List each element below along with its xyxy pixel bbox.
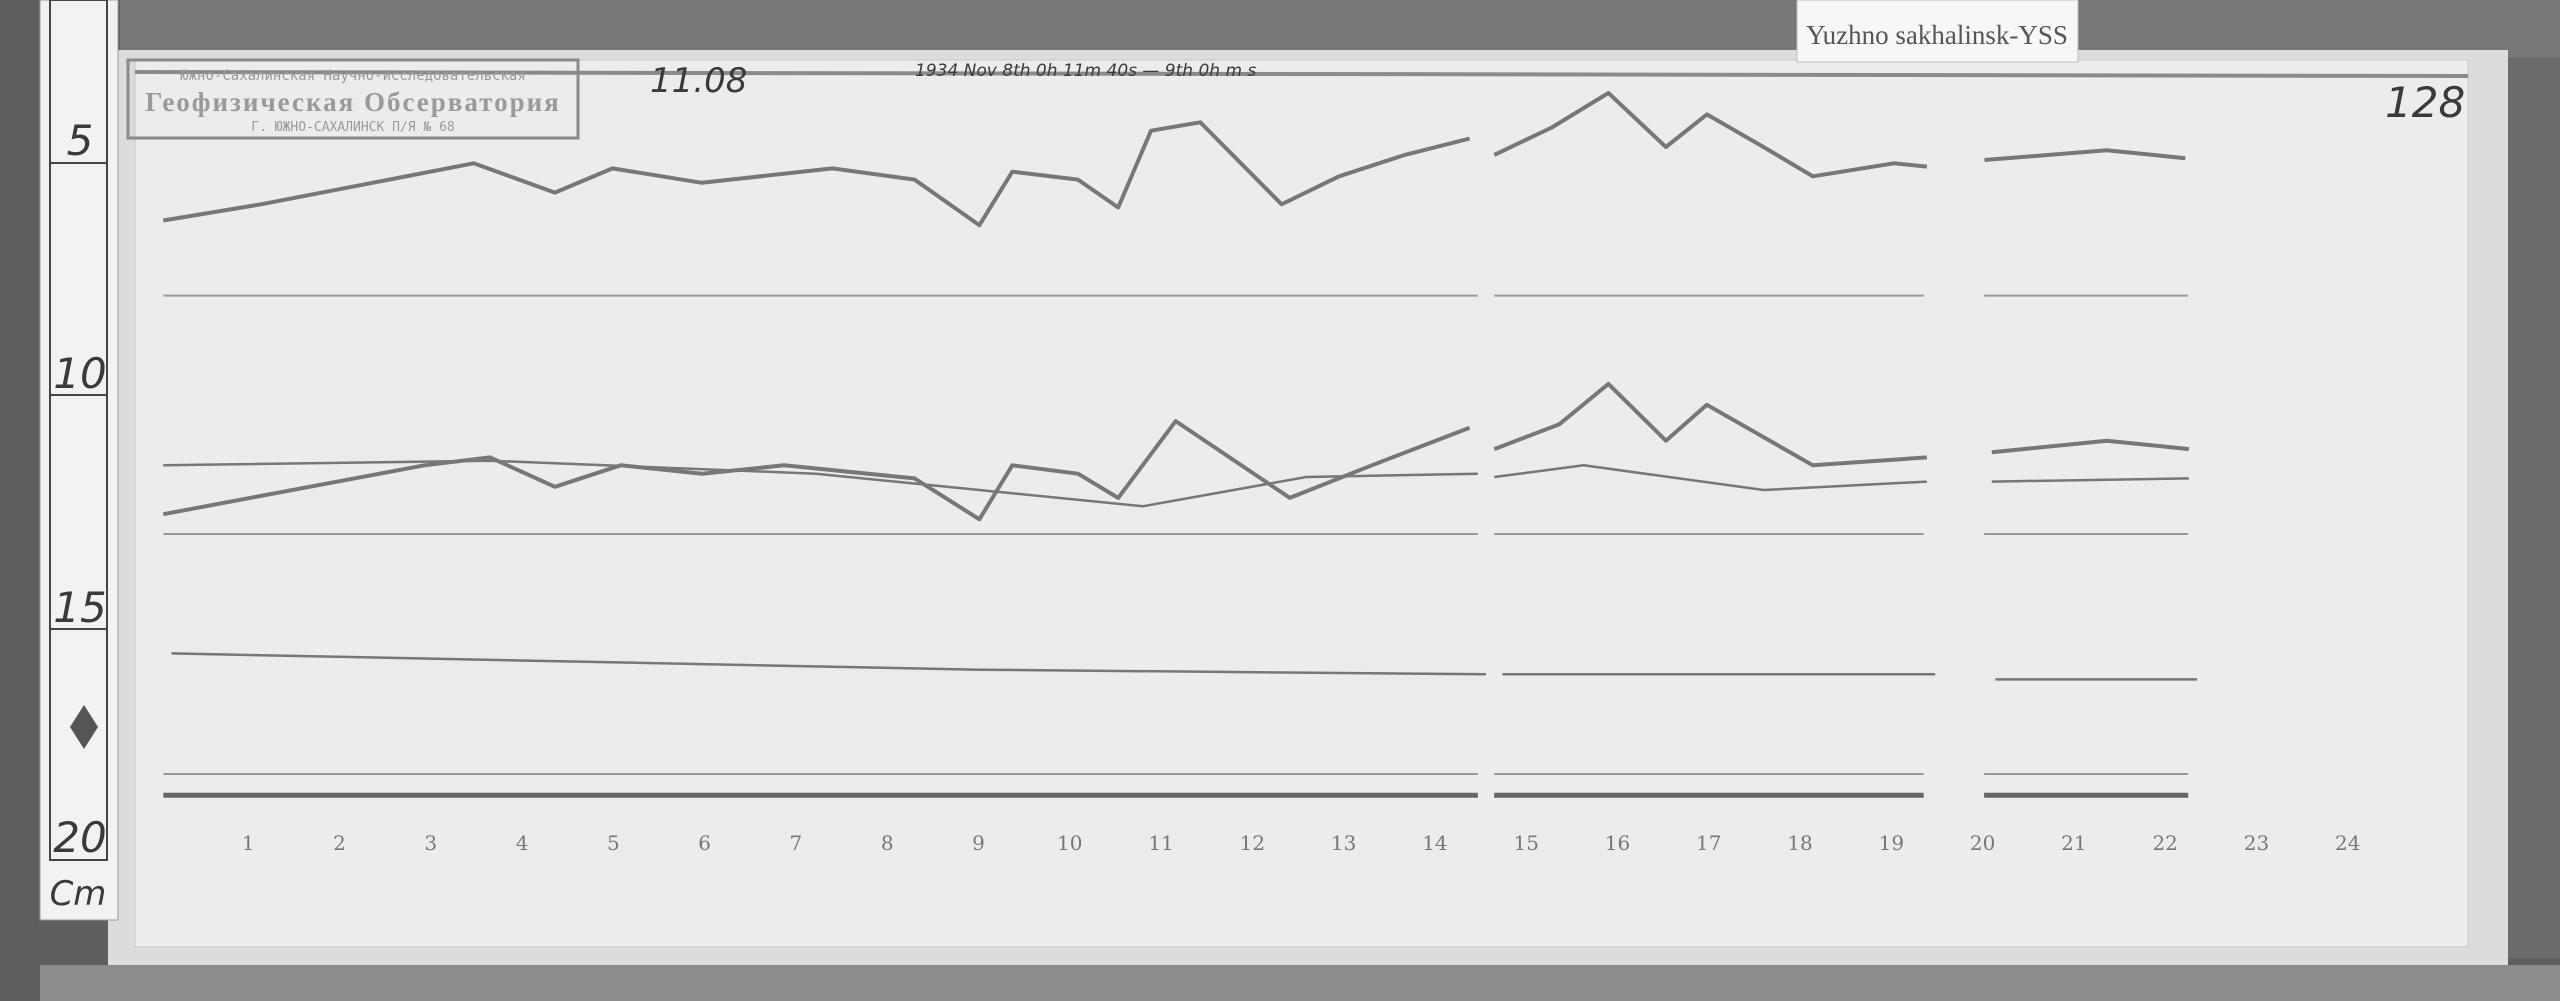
traces bbox=[162, 91, 2198, 681]
hour-label: 18 bbox=[1787, 831, 1812, 855]
hour-label: 16 bbox=[1605, 831, 1630, 855]
hour-label: 13 bbox=[1331, 831, 1356, 855]
trace-series-4 bbox=[171, 652, 1487, 676]
observatory-stamp: Южно-Сахалинская Научно-исследовательска… bbox=[126, 58, 580, 140]
sheet-number: 128 bbox=[2385, 78, 2465, 127]
hour-label: 3 bbox=[424, 831, 437, 855]
hour-label: 17 bbox=[1696, 831, 1721, 855]
hour-label: 1 bbox=[242, 831, 255, 855]
hour-label: 7 bbox=[790, 831, 803, 855]
trace-series-2 bbox=[162, 419, 1471, 522]
station-label: Yuzhno sakhalinsk-YSS bbox=[1806, 20, 2068, 50]
station-label-card: Yuzhno sakhalinsk-YSS bbox=[1796, 0, 2079, 63]
trace-series-2 bbox=[1493, 381, 1928, 468]
ruler-tick-5: 5 bbox=[67, 116, 94, 165]
trace-series-3 bbox=[1494, 464, 1927, 492]
ruler-tick-10: 10 bbox=[53, 349, 106, 398]
hour-label: 5 bbox=[607, 831, 620, 855]
ruler-unit: Cm bbox=[50, 874, 107, 914]
stamp-line-3: Г. ЮЖНО-САХАЛИНСК П/Я № 68 bbox=[251, 120, 455, 135]
hour-label: 10 bbox=[1057, 831, 1082, 855]
trace-series-2 bbox=[1991, 438, 2190, 455]
hour-label: 8 bbox=[881, 831, 894, 855]
stamp-line-1: Южно-Сахалинская Научно-исследовательска… bbox=[180, 68, 526, 84]
hour-label: 15 bbox=[1513, 831, 1538, 855]
ruler: 5 10 15 20 Cm bbox=[39, 0, 119, 921]
hour-label: 20 bbox=[1970, 831, 1995, 855]
reference-lines bbox=[163, 294, 2189, 798]
paper-sheet bbox=[134, 59, 2469, 948]
top-frame bbox=[120, 0, 2560, 58]
stamp-line-2: Геофизическая Обсерватория bbox=[145, 87, 561, 117]
trace-series-1 bbox=[1984, 148, 2186, 162]
hour-label: 9 bbox=[972, 831, 985, 855]
ruler-tick-15: 15 bbox=[53, 583, 106, 632]
trace-series-1 bbox=[162, 120, 1471, 228]
date-code: 11.08 bbox=[650, 61, 747, 101]
hour-label: 22 bbox=[2152, 831, 2177, 855]
hour-label: 14 bbox=[1422, 831, 1447, 855]
trace-series-1 bbox=[1493, 91, 1928, 179]
hour-label: 6 bbox=[698, 831, 711, 855]
hour-label: 11 bbox=[1148, 831, 1173, 855]
bottom-frame bbox=[40, 965, 2560, 1001]
hour-label: 2 bbox=[333, 831, 346, 855]
hour-label: 24 bbox=[2335, 831, 2360, 855]
trace-series-3 bbox=[163, 459, 1478, 508]
record-period: 1934 Nov 8th 0h 11m 40s — 9th 0h m s bbox=[915, 61, 1256, 81]
hour-labels: 1 2 3 4 5 6 7 8 9 10 11 12 13 14 15 16 17 18 19 20 21 22 23 24 bbox=[242, 831, 2361, 855]
hour-label: 21 bbox=[2061, 831, 2086, 855]
hour-label: 4 bbox=[516, 831, 529, 855]
hour-label: 19 bbox=[1879, 831, 1904, 855]
ruler-tick-20: 20 bbox=[53, 813, 106, 862]
hour-label: 12 bbox=[1240, 831, 1265, 855]
trace-series-3 bbox=[1991, 477, 2189, 483]
diamond-marker-icon bbox=[70, 705, 98, 749]
paper-edge-line bbox=[134, 70, 2469, 78]
hour-label: 23 bbox=[2244, 831, 2269, 855]
